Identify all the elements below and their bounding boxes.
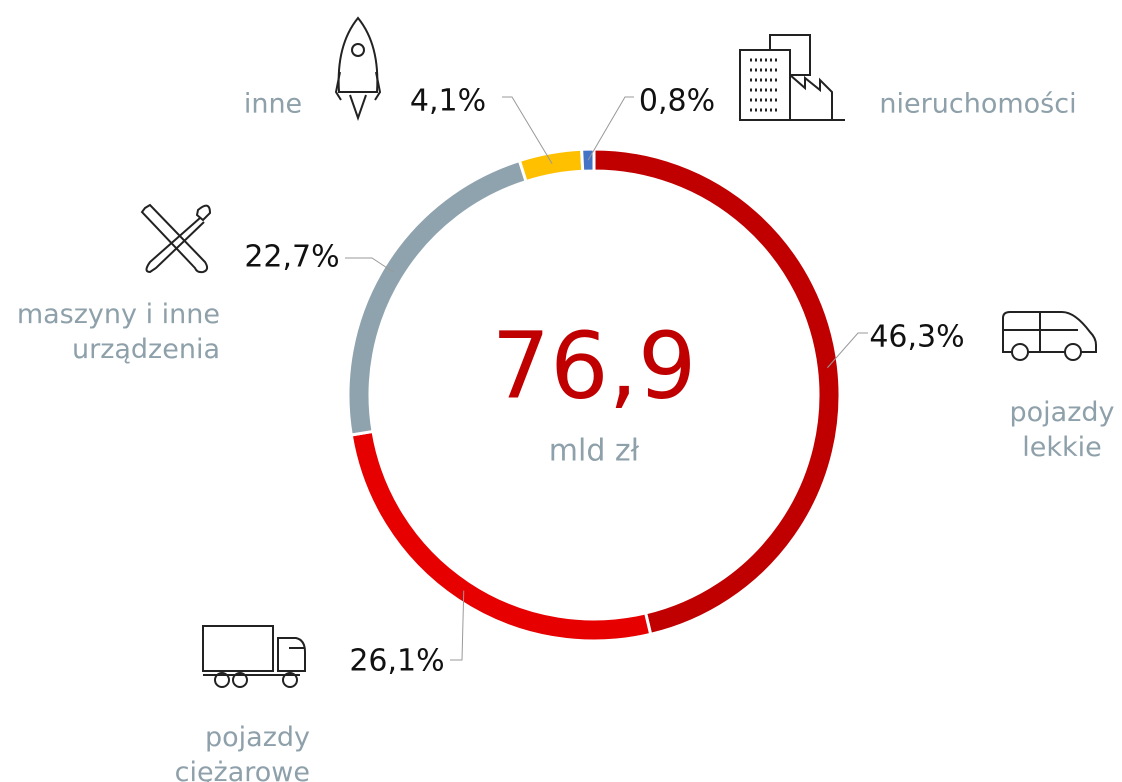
category-label: pojazdy lekkie: [1010, 397, 1115, 463]
car-icon: [1002, 311, 1097, 361]
donut-segment: [517, 147, 585, 184]
category-label: maszyny i inne urządzenia: [17, 299, 220, 365]
center-unit: mld zł: [549, 434, 640, 469]
rocket-icon: [334, 16, 382, 122]
leader-line: [345, 257, 394, 273]
value-label: 46,3%: [869, 320, 964, 355]
value-label: 22,7%: [244, 240, 339, 275]
category-label: inne: [244, 89, 302, 120]
tools-icon: [140, 203, 212, 274]
leader-line: [502, 96, 553, 165]
center-value: 76,9: [492, 312, 697, 419]
building-icon: [739, 34, 845, 121]
category-label: nieruchomości: [879, 89, 1076, 120]
truck-icon: [202, 625, 306, 688]
value-label: 26,1%: [349, 644, 444, 679]
value-label: 4,1%: [410, 84, 486, 119]
category-label: pojazdy ciężarowe: [175, 722, 310, 782]
leader-line: [827, 332, 868, 369]
leader-line: [587, 96, 634, 161]
value-label: 0,8%: [639, 84, 715, 119]
leader-line: [450, 590, 465, 661]
